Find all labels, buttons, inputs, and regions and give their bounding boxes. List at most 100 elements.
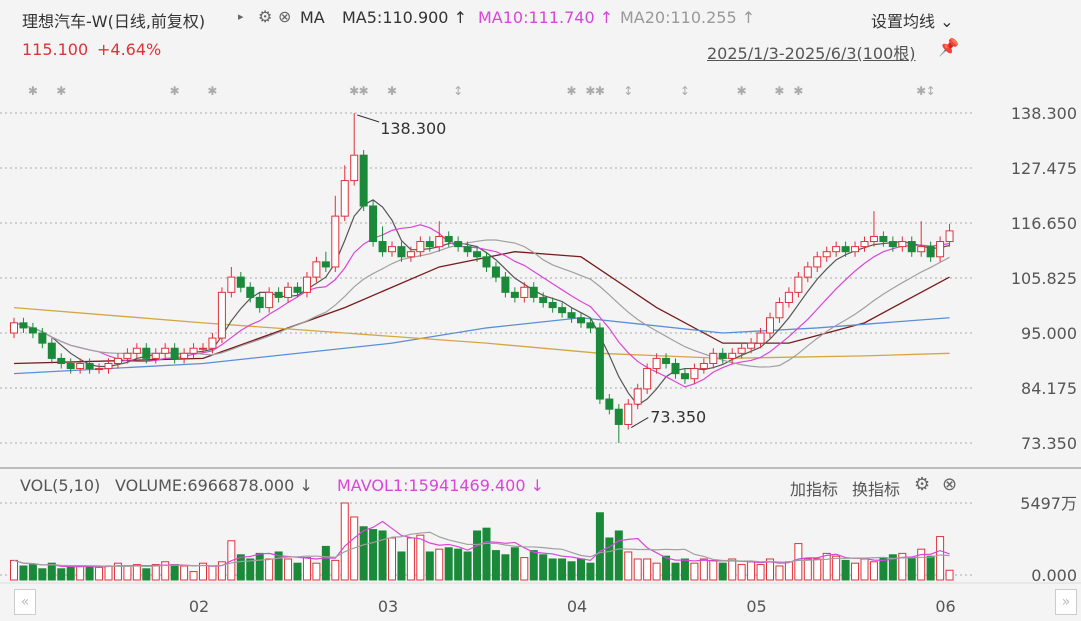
- volume-bar-down: [548, 558, 557, 581]
- event-marker-icon[interactable]: ✱: [595, 84, 605, 98]
- volume-bar-down: [397, 551, 406, 581]
- vol-tick-label: 5497万: [1020, 494, 1077, 513]
- event-marker-icon[interactable]: ✱: [207, 84, 217, 98]
- event-marker-icon[interactable]: ↕: [680, 84, 690, 98]
- candle-up: [690, 368, 699, 380]
- volume-bar-down: [539, 554, 548, 581]
- gear-icon[interactable]: ⚙: [258, 7, 273, 26]
- x-tick-label: 03: [378, 597, 398, 616]
- candle-up: [917, 246, 926, 253]
- volume-bar-up: [794, 543, 803, 581]
- event-marker-icon[interactable]: ✱: [567, 84, 577, 98]
- volume-bar-up: [208, 565, 217, 581]
- volume-bar-up: [775, 565, 784, 581]
- volume-bar-up: [803, 558, 812, 581]
- event-marker-icon[interactable]: ✱: [170, 84, 180, 98]
- volume-bar-down: [236, 554, 245, 581]
- event-marker-icon[interactable]: ✱: [916, 84, 926, 98]
- volume-bar-up: [217, 561, 226, 581]
- event-marker-icon[interactable]: ✱: [359, 84, 369, 98]
- candle-up: [312, 261, 321, 278]
- volume-bar-down: [662, 555, 671, 581]
- event-marker-icon[interactable]: ↕: [926, 84, 936, 98]
- event-marker-icon[interactable]: ✱: [349, 84, 359, 98]
- y-tick-label: 127.475: [1011, 159, 1077, 178]
- y-axis-bg: [978, 100, 1081, 465]
- candle-up: [633, 388, 642, 405]
- volume-bar-up: [643, 558, 652, 581]
- add-indicator-button[interactable]: 加指标: [790, 480, 839, 499]
- event-marker-icon[interactable]: ✱: [793, 84, 803, 98]
- switch-indicator-button[interactable]: 换指标: [852, 480, 901, 499]
- volume-value: VOLUME:6966878.000 ↓: [115, 476, 313, 495]
- candle-down: [548, 302, 557, 309]
- event-marker-icon[interactable]: ✱: [737, 84, 747, 98]
- pin-icon[interactable]: 📌: [938, 38, 960, 58]
- close-icon[interactable]: ⊗: [942, 474, 958, 495]
- volume-bar-down: [369, 529, 378, 581]
- candle-down: [359, 154, 368, 207]
- ma20-value: MA20:110.255 ↑: [620, 8, 756, 27]
- candle-down: [66, 362, 75, 370]
- candle-down: [671, 362, 680, 375]
- volume-bar-up: [699, 558, 708, 581]
- volume-bar-up: [945, 569, 954, 581]
- candle-down: [680, 373, 689, 380]
- volume-bar-up: [898, 552, 907, 581]
- event-marker-icon[interactable]: ✱: [56, 84, 66, 98]
- price-change: +4.64%: [97, 40, 162, 59]
- gear-icon[interactable]: ⚙: [914, 474, 931, 495]
- volume-bar-down: [841, 559, 850, 581]
- y-tick-label: 138.300: [1011, 104, 1077, 123]
- event-marker-icon[interactable]: ✱: [387, 84, 397, 98]
- candle-up: [803, 266, 812, 278]
- volume-bar-down: [293, 562, 302, 581]
- volume-bar-down: [463, 551, 472, 581]
- close-icon[interactable]: ⊗: [278, 7, 292, 26]
- expand-arrow-icon[interactable]: ▸: [238, 10, 244, 23]
- event-marker-icon[interactable]: ↕: [453, 84, 463, 98]
- scroll-right-button[interactable]: »: [1055, 589, 1077, 615]
- set-ma-dropdown[interactable]: 设置均线 ⌄: [871, 12, 954, 31]
- volume-bar-down: [378, 530, 387, 581]
- candle-up: [936, 241, 945, 258]
- candle-up: [728, 352, 737, 359]
- volume-bar-down: [321, 545, 330, 581]
- candle-up: [756, 332, 765, 344]
- volume-bar-down: [444, 547, 453, 581]
- volume-bar-up: [747, 561, 756, 581]
- candle-down: [926, 246, 935, 258]
- event-marker-icon[interactable]: ✱: [774, 84, 784, 98]
- volume-bar-down: [888, 554, 897, 581]
- volume-bar-up: [832, 555, 841, 581]
- candle-up: [898, 241, 907, 248]
- candle-down: [529, 286, 538, 298]
- date-range-link[interactable]: 2025/1/3-2025/6/3(100根): [707, 44, 916, 63]
- volume-bar-up: [936, 536, 945, 581]
- candle-up: [766, 317, 774, 334]
- event-marker-icon[interactable]: ✱: [585, 84, 595, 98]
- volume-bar-up: [151, 564, 160, 581]
- event-marker-icon[interactable]: ↕: [623, 84, 633, 98]
- volume-bar-up: [784, 561, 793, 581]
- volume-bar-down: [671, 562, 680, 581]
- scroll-left-button[interactable]: «: [14, 589, 36, 615]
- volume-bar-up: [340, 502, 349, 581]
- stock-title: 理想汽车-W(日线,前复权): [22, 12, 206, 31]
- candle-up: [132, 347, 141, 354]
- candle-down: [369, 205, 378, 243]
- volume-bar-up: [180, 565, 189, 581]
- candle-down: [614, 408, 623, 425]
- volume-bar-up: [435, 548, 444, 581]
- volume-bar-up: [265, 558, 274, 581]
- event-marker-icon[interactable]: ✱: [28, 84, 38, 98]
- candle-up: [737, 347, 746, 354]
- volume-bar-down: [501, 554, 510, 581]
- candle-up: [265, 291, 274, 309]
- candle-down: [321, 261, 330, 268]
- candle-up: [161, 347, 170, 354]
- x-tick-label: 04: [567, 597, 587, 616]
- candle-down: [586, 322, 595, 329]
- candle-up: [945, 230, 954, 243]
